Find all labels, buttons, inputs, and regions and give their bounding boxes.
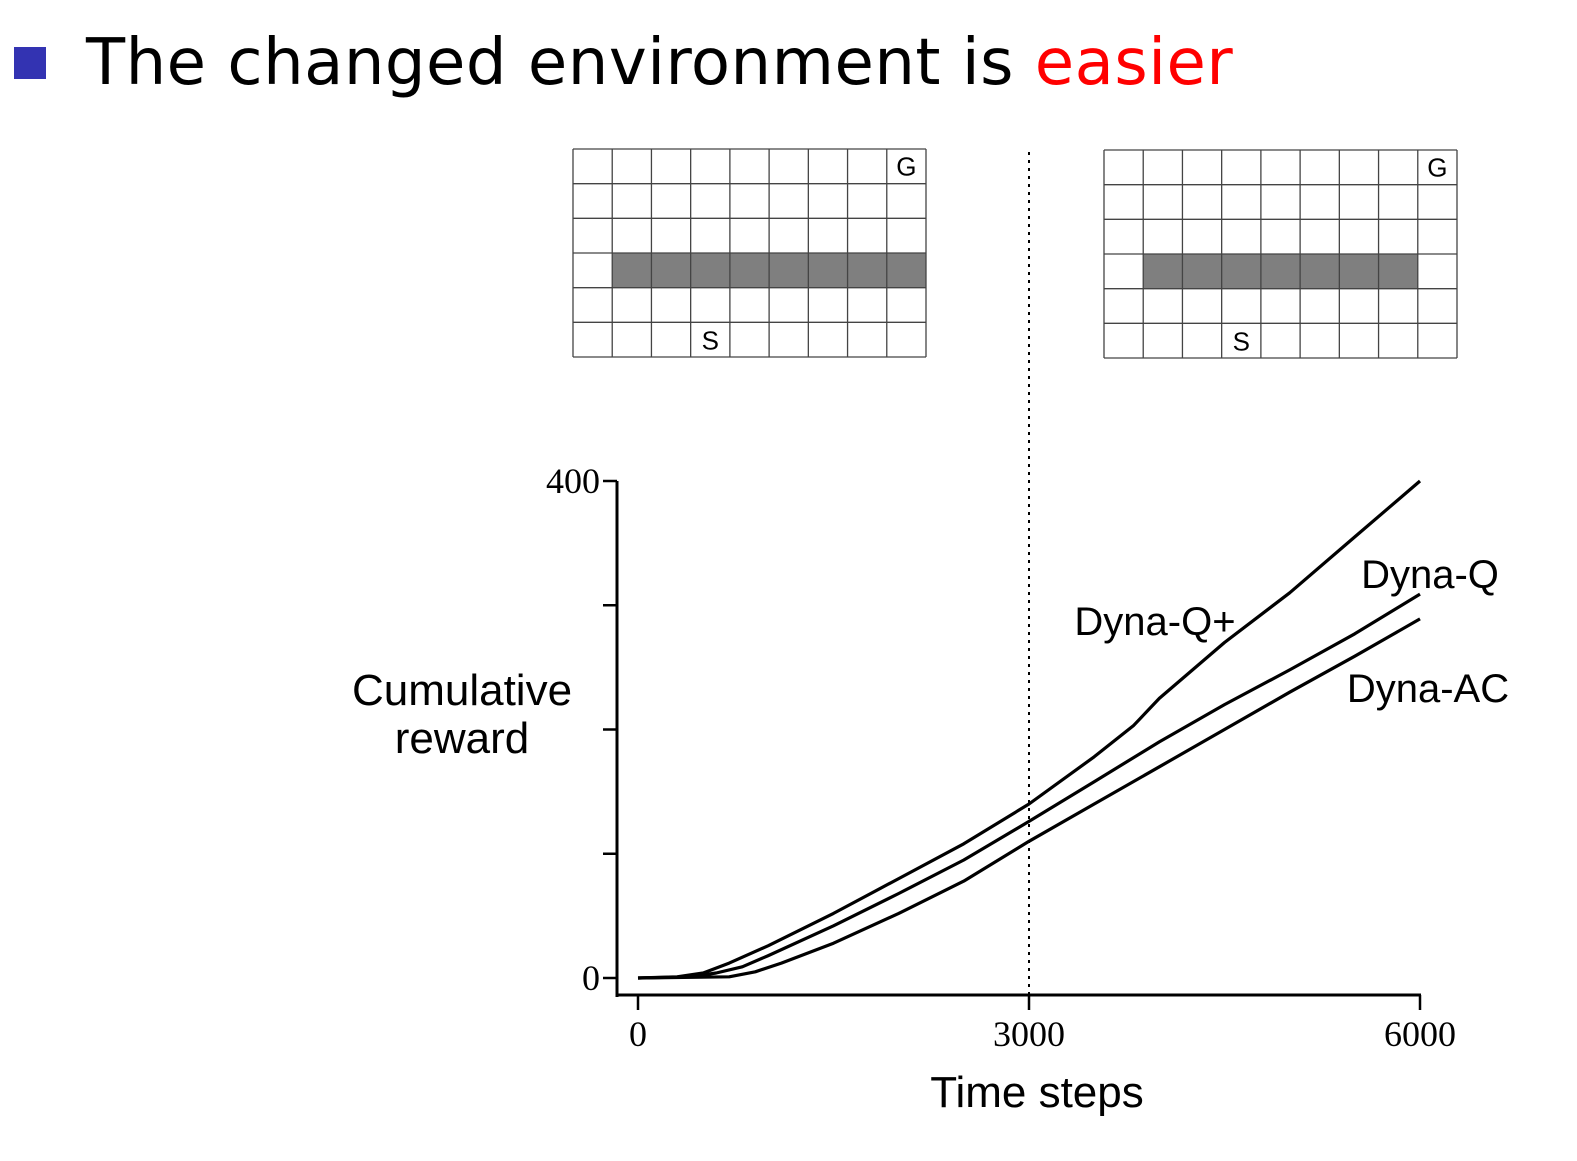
start-label: S xyxy=(702,326,719,356)
series-label: Dyna-Q xyxy=(1361,553,1499,597)
x-axis-label: Time steps xyxy=(930,1068,1144,1117)
series-line-dyna-q xyxy=(637,592,1421,980)
title-text: The changed environment is easier xyxy=(86,26,1233,100)
wall-block xyxy=(1143,254,1418,289)
gridworld-after: GS xyxy=(1103,149,1458,359)
x-tick-label: 3000 xyxy=(993,1014,1065,1054)
goal-label: G xyxy=(1427,152,1447,182)
x-tick-label: 0 xyxy=(629,1014,647,1054)
series-label: Dyna-AC xyxy=(1347,667,1509,711)
chart-labels: Dyna-Q+ Dyna-Q Dyna-AC Cumulative reward Time… xyxy=(352,553,1509,1117)
chart-axes: 0 400 0 3000 6000 xyxy=(546,461,1456,1054)
title-highlight: easier xyxy=(1034,26,1234,100)
y-axis-label: Cumulative reward xyxy=(352,666,572,763)
x-tick-label: 6000 xyxy=(1384,1014,1456,1054)
goal-label: G xyxy=(896,151,916,181)
chart: 0 400 0 3000 6000 Dyna-Q+ Dyna-Q Dyna-AC Cumula… xyxy=(352,461,1509,1117)
chart-series xyxy=(637,479,1422,980)
y-tick-label: 0 xyxy=(582,958,600,998)
series-label: Dyna-Q+ xyxy=(1074,600,1235,644)
start-label: S xyxy=(1233,327,1250,357)
y-tick-label: 400 xyxy=(546,461,600,501)
series-line-dyna-ac xyxy=(637,617,1421,980)
series-line-dyna-q- xyxy=(637,479,1422,980)
bullet-square-icon xyxy=(14,47,46,79)
title-prefix: The changed environment is xyxy=(86,26,1035,100)
gridworld-before: GS xyxy=(572,148,927,358)
slide-title: The changed environment is easier xyxy=(14,18,1233,108)
